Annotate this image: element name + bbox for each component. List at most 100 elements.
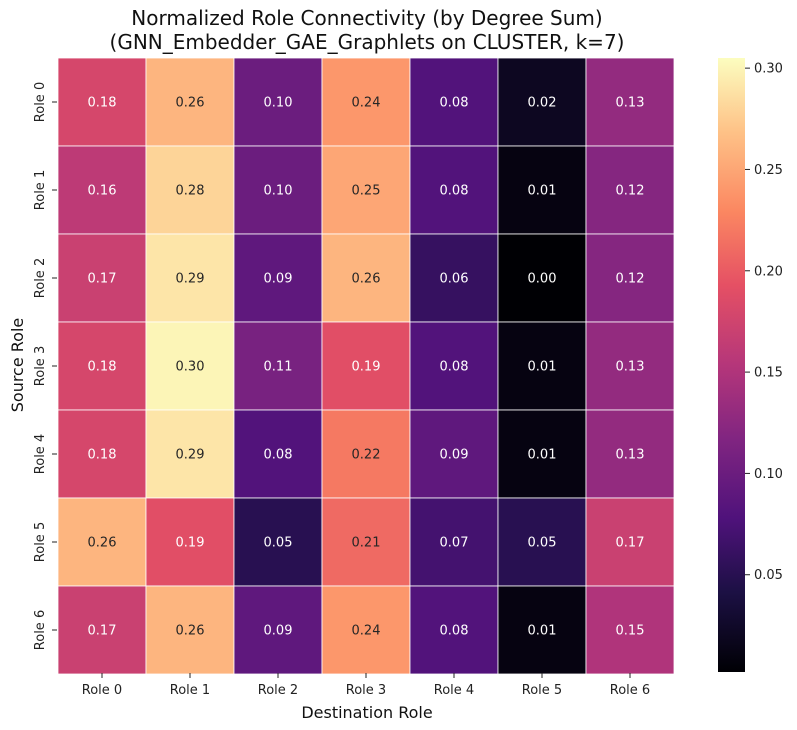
heatmap-cell xyxy=(145,497,235,587)
cell-value-label: 0.01 xyxy=(528,448,557,463)
cell-value-label: 0.15 xyxy=(616,624,645,639)
cell-value-label: 0.09 xyxy=(440,448,469,463)
cell-value-label: 0.01 xyxy=(528,360,557,375)
heatmap-cell xyxy=(321,585,411,675)
heatmap-cell xyxy=(321,57,411,147)
heatmap-cell xyxy=(585,145,675,235)
heatmap-cell xyxy=(321,497,411,587)
x-axis-label: Destination Role xyxy=(301,703,432,722)
cell-value-label: 0.22 xyxy=(352,448,381,463)
cell-value-label: 0.16 xyxy=(88,184,117,199)
heatmap-cell xyxy=(409,585,499,675)
heatmap-cell xyxy=(585,233,675,323)
cell-value-label: 0.29 xyxy=(176,448,205,463)
heatmap-cell xyxy=(409,145,499,235)
cell-value-label: 0.19 xyxy=(352,360,381,375)
cell-value-label: 0.06 xyxy=(440,272,469,287)
colorbar-tick-label: 0.30 xyxy=(754,62,783,77)
y-tick-label: Role 2 xyxy=(33,258,48,298)
cell-value-label: 0.17 xyxy=(616,536,645,551)
y-tick-label: Role 1 xyxy=(33,170,48,210)
heatmap-cell xyxy=(57,145,147,235)
cell-value-label: 0.10 xyxy=(264,96,293,111)
heatmap-cell xyxy=(497,233,587,323)
heatmap-cell xyxy=(585,585,675,675)
colorbar-tick-label: 0.10 xyxy=(754,467,783,482)
heatmap-cell xyxy=(233,409,323,499)
heatmap-cell xyxy=(57,409,147,499)
heatmap-cell xyxy=(497,585,587,675)
heatmap-cell xyxy=(497,57,587,147)
y-tick-label: Role 4 xyxy=(33,434,48,474)
cell-value-label: 0.05 xyxy=(264,536,293,551)
cell-value-label: 0.09 xyxy=(264,624,293,639)
heatmap-cell xyxy=(57,233,147,323)
heatmap-cell xyxy=(145,233,235,323)
y-axis-label: Source Role xyxy=(8,318,27,413)
cell-value-label: 0.09 xyxy=(264,272,293,287)
cell-value-label: 0.21 xyxy=(352,536,381,551)
chart-title-line-1: Normalized Role Connectivity (by Degree … xyxy=(131,6,602,30)
cell-value-label: 0.18 xyxy=(88,360,117,375)
cell-value-label: 0.08 xyxy=(440,360,469,375)
cell-value-label: 0.17 xyxy=(88,272,117,287)
cell-value-label: 0.17 xyxy=(88,624,117,639)
colorbar-tick-label: 0.05 xyxy=(754,568,783,583)
x-tick-label: Role 4 xyxy=(434,683,474,698)
cell-value-label: 0.12 xyxy=(616,272,645,287)
cell-value-label: 0.19 xyxy=(176,536,205,551)
cell-value-label: 0.08 xyxy=(440,96,469,111)
cell-value-label: 0.00 xyxy=(528,272,557,287)
heatmap-cell xyxy=(409,497,499,587)
x-tick-label: Role 1 xyxy=(170,683,210,698)
x-axis-ticks: Role 0 Role 1 Role 2 Role 3 Role 4 Role 5 Role… xyxy=(82,673,650,698)
heatmap-cell xyxy=(57,57,147,147)
cell-value-label: 0.25 xyxy=(352,184,381,199)
y-tick-label: Role 3 xyxy=(33,346,48,386)
cell-value-label: 0.13 xyxy=(616,96,645,111)
cell-value-label: 0.26 xyxy=(88,536,117,551)
heatmap-cell xyxy=(585,497,675,587)
cell-value-label: 0.05 xyxy=(528,536,557,551)
cell-value-label: 0.11 xyxy=(264,360,293,375)
x-tick-label: Role 5 xyxy=(522,683,562,698)
heatmap-cell xyxy=(321,233,411,323)
cell-value-label: 0.02 xyxy=(528,96,557,111)
heatmap-cell xyxy=(321,321,411,411)
heatmap-cell xyxy=(57,497,147,587)
heatmap-cell xyxy=(585,321,675,411)
cell-value-label: 0.13 xyxy=(616,448,645,463)
x-tick-label: Role 3 xyxy=(346,683,386,698)
cell-value-label: 0.24 xyxy=(352,624,381,639)
heatmap-cell xyxy=(585,409,675,499)
colorbar-ticks: 0.05 0.10 0.15 0.20 0.25 0.30 xyxy=(745,62,783,583)
cell-value-label: 0.08 xyxy=(440,624,469,639)
y-tick-label: Role 0 xyxy=(33,82,48,122)
cell-value-label: 0.28 xyxy=(176,184,205,199)
cell-value-label: 0.29 xyxy=(176,272,205,287)
cell-value-label: 0.08 xyxy=(440,184,469,199)
heatmap-cell xyxy=(233,145,323,235)
cell-value-label: 0.07 xyxy=(440,536,469,551)
cell-value-label: 0.12 xyxy=(616,184,645,199)
cell-value-label: 0.26 xyxy=(352,272,381,287)
cell-value-label: 0.08 xyxy=(264,448,293,463)
cell-value-label: 0.30 xyxy=(176,360,205,375)
cell-value-label: 0.10 xyxy=(264,184,293,199)
heatmap-cell xyxy=(233,497,323,587)
heatmap-cell xyxy=(57,585,147,675)
cell-value-label: 0.26 xyxy=(176,624,205,639)
heatmap-cell xyxy=(233,57,323,147)
cell-value-label: 0.01 xyxy=(528,624,557,639)
heatmap-cell xyxy=(497,321,587,411)
heatmap-cell xyxy=(57,321,147,411)
heatmap-cells: 0.18 0.26 0.10 0.24 0.08 0.02 0.13 0.16 0.28 0.10… xyxy=(57,57,675,675)
cell-value-label: 0.24 xyxy=(352,96,381,111)
heatmap-cell xyxy=(145,57,235,147)
x-tick-label: Role 6 xyxy=(610,683,650,698)
x-tick-label: Role 2 xyxy=(258,683,298,698)
cell-value-label: 0.26 xyxy=(176,96,205,111)
cell-value-label: 0.13 xyxy=(616,360,645,375)
heatmap-cell xyxy=(233,233,323,323)
colorbar-tick-label: 0.15 xyxy=(754,366,783,381)
